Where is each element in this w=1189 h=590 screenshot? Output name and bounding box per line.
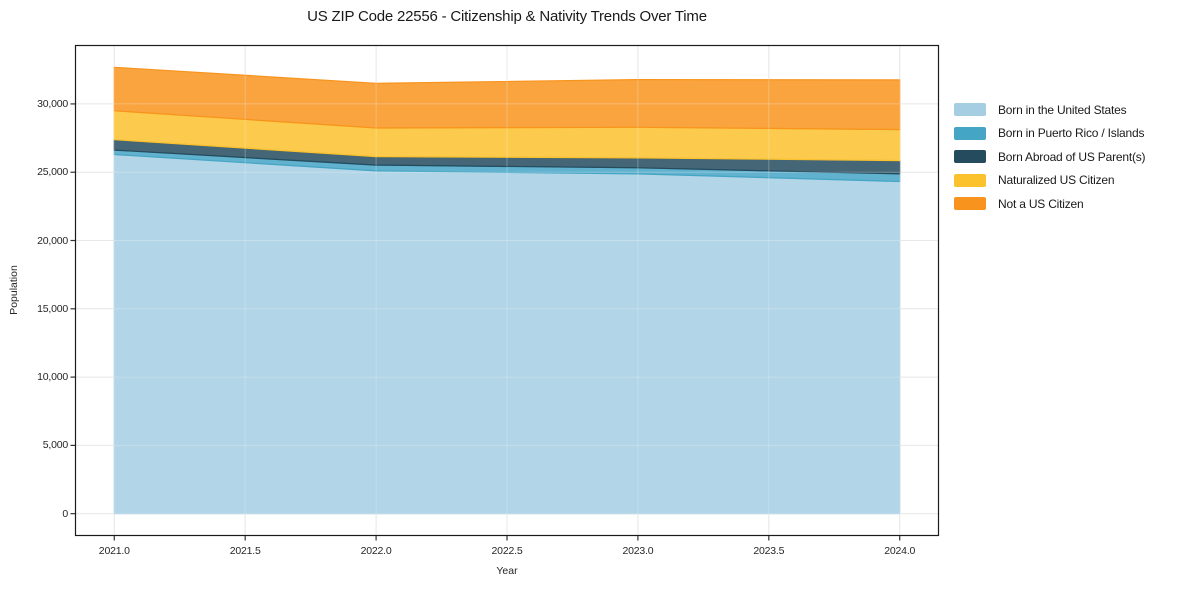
x-axis-label: Year	[496, 565, 518, 577]
legend-swatch-icon	[954, 103, 986, 116]
x-tick-label: 2021.5	[229, 545, 261, 557]
legend-label: Born Abroad of US Parent(s)	[998, 149, 1146, 164]
x-tick-label: 2023.0	[622, 545, 654, 557]
legend-swatch-icon	[954, 126, 986, 140]
legend-item: Born in the United States	[954, 102, 1145, 117]
x-tick-label: 2022.0	[360, 545, 392, 557]
y-tick-label: 5,000	[42, 439, 68, 452]
legend-swatch-icon	[954, 150, 986, 163]
legend-swatch-icon	[954, 173, 986, 187]
legend-label: Born in the United States	[998, 102, 1127, 117]
y-tick-label: 0	[62, 507, 68, 520]
legend-item: Not a US Citizen	[954, 196, 1145, 211]
x-tick-label: 2024.0	[884, 545, 916, 557]
legend-item: Born Abroad of US Parent(s)	[954, 149, 1146, 164]
legend-item: Born in Puerto Rico / Islands	[954, 126, 1145, 140]
legend: Born in the United States Born in Puerto …	[954, 102, 1146, 211]
y-axis-label: Population	[8, 265, 20, 315]
legend-label: Naturalized US Citizen	[998, 173, 1115, 187]
y-tick-label: 15,000	[37, 302, 68, 315]
x-tick-label: 2023.5	[753, 545, 785, 557]
y-tick-label: 20,000	[37, 234, 68, 247]
legend-swatch-icon	[954, 197, 986, 210]
plot-border	[74, 44, 940, 537]
x-tick-label: 2021.0	[98, 545, 130, 557]
y-tick-label: 25,000	[37, 166, 68, 179]
legend-item: Naturalized US Citizen	[954, 173, 1145, 187]
area-series-not-a-us-citizen	[113, 66, 901, 131]
legend-label: Born in Puerto Rico / Islands	[998, 126, 1145, 140]
y-tick-label: 10,000	[37, 371, 68, 384]
legend-label: Not a US Citizen	[998, 196, 1084, 211]
chart-title: US ZIP Code 22556 - Citizenship & Nativi…	[307, 8, 707, 25]
y-tick-label: 30,000	[37, 97, 68, 110]
x-tick-label: 2022.5	[491, 545, 523, 557]
